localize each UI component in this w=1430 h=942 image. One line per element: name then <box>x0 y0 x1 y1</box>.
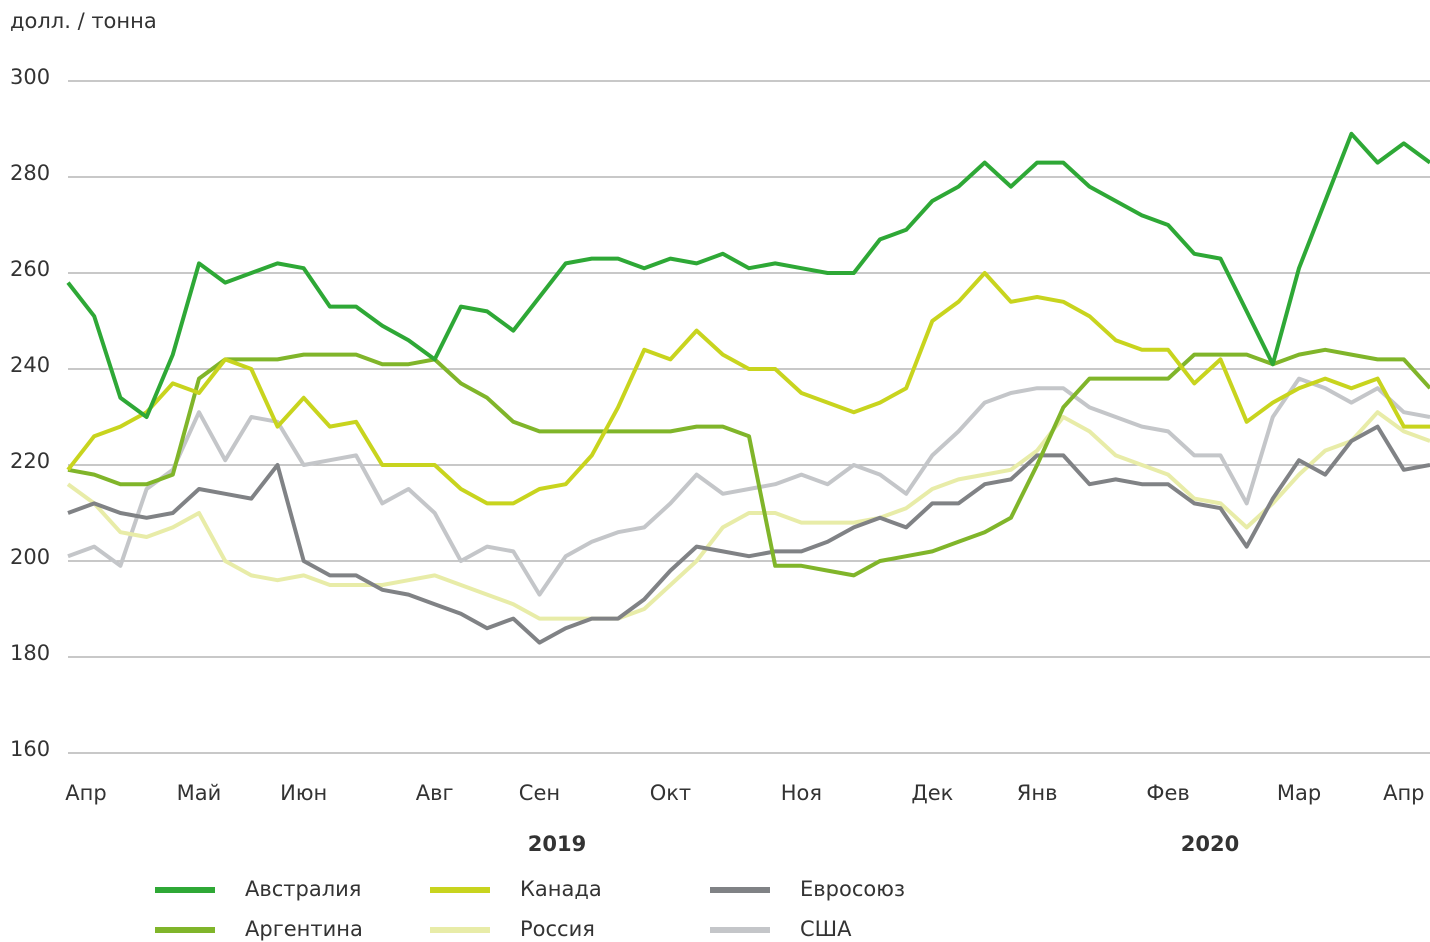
legend-label: США <box>800 917 852 941</box>
x-tick-label: Янв <box>1017 781 1058 805</box>
legend-label: Австралия <box>245 877 361 901</box>
series-line <box>66 271 1430 506</box>
legend-label: Канада <box>520 877 602 901</box>
y-tick-label: 240 <box>10 353 50 377</box>
y-tick-label: 220 <box>10 449 50 473</box>
series-line <box>66 131 1430 419</box>
x-tick-label: Авг <box>416 781 454 805</box>
x-tick-label: Апр <box>65 781 106 805</box>
x-tick-label: Сен <box>519 781 560 805</box>
x-tick-label: Ноя <box>781 781 822 805</box>
legend-label: Россия <box>520 917 595 941</box>
x-tick-label: Мар <box>1277 781 1321 805</box>
y-tick-label: 180 <box>10 641 50 665</box>
series-line <box>66 410 1430 621</box>
y-tick-label: 200 <box>10 545 50 569</box>
y-tick-label: 280 <box>10 161 50 185</box>
year-label: 2020 <box>1181 832 1239 856</box>
x-tick-label: Дек <box>911 781 953 805</box>
x-tick-label: Апр <box>1383 781 1424 805</box>
y-tick-label: 160 <box>10 737 50 761</box>
legend-label: Аргентина <box>245 917 363 941</box>
x-tick-label: Июн <box>280 781 327 805</box>
series-line <box>67 424 1430 645</box>
year-label: 2019 <box>528 832 586 856</box>
y-tick-label: 300 <box>10 65 50 89</box>
series-line <box>67 347 1430 578</box>
x-tick-label: Окт <box>650 781 691 805</box>
x-tick-label: Май <box>177 781 222 805</box>
x-tick-label: Фев <box>1146 781 1189 805</box>
series-line <box>67 376 1430 597</box>
legend-label: Евросоюз <box>800 877 905 901</box>
y-tick-label: 260 <box>10 257 50 281</box>
y-axis-label: долл. / тонна <box>10 9 157 33</box>
